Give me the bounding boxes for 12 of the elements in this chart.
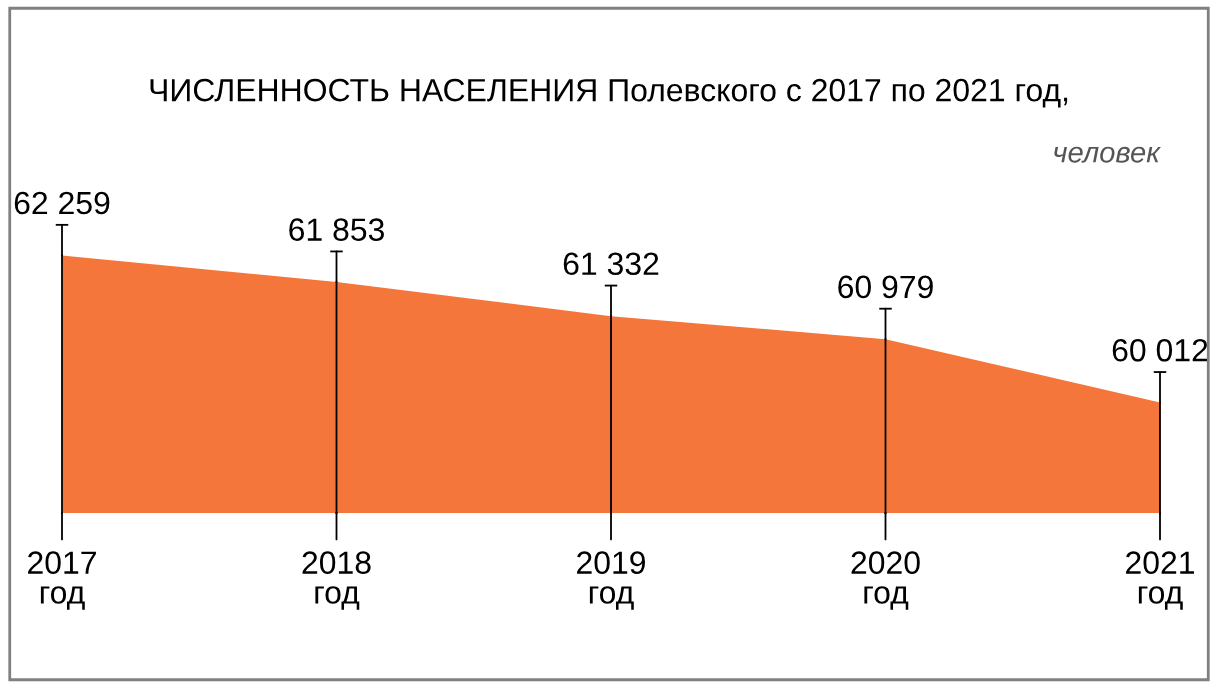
x-tick-label: 2021 год	[1126, 551, 1194, 610]
x-tick-label: 2019 год	[577, 551, 646, 610]
x-tick-label: 2020 год	[851, 551, 920, 610]
chart-title: ЧИСЛЕННОСТЬ НАСЕЛЕНИЯ Полевского с 2017 по 2021 год,	[150, 78, 1068, 108]
data-label: 62 259	[14, 191, 110, 215]
data-label: 61 332	[563, 252, 659, 276]
data-label: 60 012	[1112, 338, 1208, 362]
x-tick-label: 2018 год	[302, 551, 371, 610]
data-label: 60 979	[838, 275, 933, 299]
chart-subtitle: человек	[1054, 146, 1161, 163]
data-label: 61 853	[289, 218, 384, 241]
x-tick-label: 2017 год	[28, 551, 96, 610]
